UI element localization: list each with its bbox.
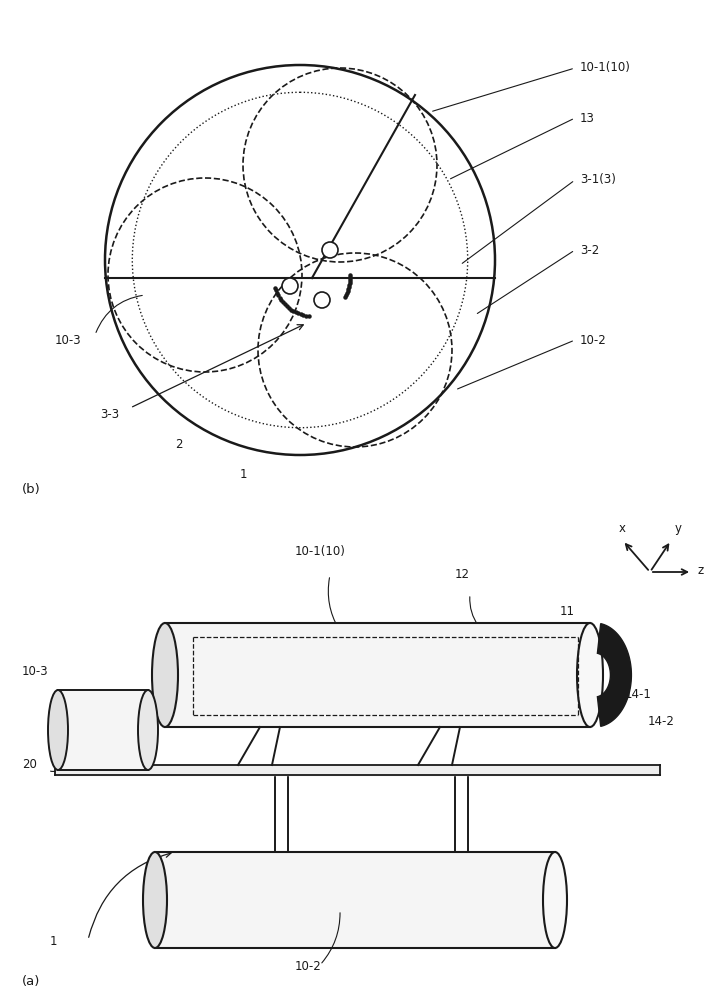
Circle shape bbox=[314, 292, 330, 308]
Text: 10-1(10): 10-1(10) bbox=[295, 545, 346, 558]
Text: 10-3: 10-3 bbox=[55, 334, 82, 347]
FancyBboxPatch shape bbox=[155, 852, 555, 948]
Text: 12: 12 bbox=[455, 568, 470, 581]
Text: 14-2: 14-2 bbox=[648, 715, 675, 728]
Text: 20: 20 bbox=[22, 758, 37, 771]
Text: 11: 11 bbox=[560, 605, 575, 618]
Text: z: z bbox=[698, 564, 704, 577]
Text: 13: 13 bbox=[580, 111, 595, 124]
Text: (a): (a) bbox=[22, 976, 40, 988]
Text: 10-2: 10-2 bbox=[580, 334, 606, 347]
Ellipse shape bbox=[48, 690, 68, 770]
FancyBboxPatch shape bbox=[165, 623, 590, 727]
Text: 3-1(3): 3-1(3) bbox=[580, 174, 616, 186]
Ellipse shape bbox=[138, 690, 158, 770]
Text: 2: 2 bbox=[175, 438, 183, 451]
Text: 3-3: 3-3 bbox=[100, 408, 119, 421]
Circle shape bbox=[282, 278, 298, 294]
Text: y: y bbox=[675, 522, 682, 535]
Text: 1: 1 bbox=[240, 468, 248, 481]
Polygon shape bbox=[597, 624, 632, 726]
Ellipse shape bbox=[543, 852, 567, 948]
Ellipse shape bbox=[577, 623, 603, 727]
Text: 10-2: 10-2 bbox=[295, 960, 322, 973]
FancyBboxPatch shape bbox=[58, 690, 148, 770]
Ellipse shape bbox=[143, 852, 167, 948]
Polygon shape bbox=[55, 765, 660, 775]
Text: (b): (b) bbox=[22, 483, 40, 496]
Circle shape bbox=[322, 242, 338, 258]
Text: 10-3: 10-3 bbox=[22, 665, 48, 678]
Text: 10-1(10): 10-1(10) bbox=[580, 62, 631, 75]
Text: x: x bbox=[619, 522, 625, 535]
Text: 14-1: 14-1 bbox=[625, 688, 652, 701]
Text: 1: 1 bbox=[50, 935, 58, 948]
Text: 3-2: 3-2 bbox=[580, 243, 599, 256]
Ellipse shape bbox=[152, 623, 178, 727]
